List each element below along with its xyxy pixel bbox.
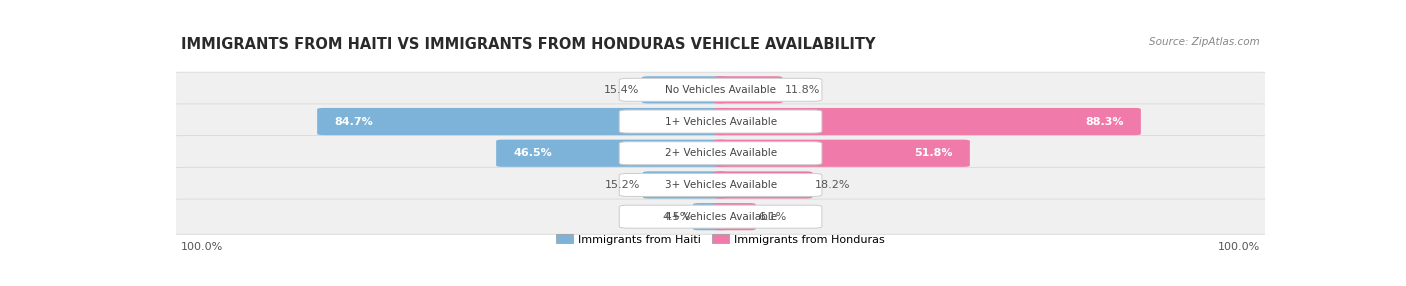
Text: 84.7%: 84.7% xyxy=(335,116,374,126)
Text: Source: ZipAtlas.com: Source: ZipAtlas.com xyxy=(1149,37,1260,47)
FancyBboxPatch shape xyxy=(693,203,727,230)
FancyBboxPatch shape xyxy=(496,140,727,167)
FancyBboxPatch shape xyxy=(169,72,1272,108)
FancyBboxPatch shape xyxy=(714,171,813,198)
FancyBboxPatch shape xyxy=(619,142,823,165)
Text: IMMIGRANTS FROM HAITI VS IMMIGRANTS FROM HONDURAS VEHICLE AVAILABILITY: IMMIGRANTS FROM HAITI VS IMMIGRANTS FROM… xyxy=(181,37,876,51)
Text: 15.4%: 15.4% xyxy=(605,85,640,95)
FancyBboxPatch shape xyxy=(714,108,1140,135)
Text: 100.0%: 100.0% xyxy=(1218,242,1260,252)
FancyBboxPatch shape xyxy=(619,205,823,228)
Text: 1+ Vehicles Available: 1+ Vehicles Available xyxy=(665,116,776,126)
Text: No Vehicles Available: No Vehicles Available xyxy=(665,85,776,95)
FancyBboxPatch shape xyxy=(169,199,1272,234)
Text: 4.5%: 4.5% xyxy=(662,212,690,222)
Text: 100.0%: 100.0% xyxy=(181,242,224,252)
FancyBboxPatch shape xyxy=(619,78,823,101)
Text: 6.1%: 6.1% xyxy=(758,212,786,222)
Text: 4+ Vehicles Available: 4+ Vehicles Available xyxy=(665,212,776,222)
Text: 15.2%: 15.2% xyxy=(605,180,641,190)
Text: 11.8%: 11.8% xyxy=(785,85,820,95)
FancyBboxPatch shape xyxy=(169,167,1272,202)
FancyBboxPatch shape xyxy=(714,76,782,104)
FancyBboxPatch shape xyxy=(619,173,823,196)
Text: 2+ Vehicles Available: 2+ Vehicles Available xyxy=(665,148,776,158)
Text: 88.3%: 88.3% xyxy=(1085,116,1123,126)
FancyBboxPatch shape xyxy=(714,140,970,167)
FancyBboxPatch shape xyxy=(643,76,727,104)
FancyBboxPatch shape xyxy=(169,104,1272,139)
FancyBboxPatch shape xyxy=(643,171,727,198)
FancyBboxPatch shape xyxy=(169,136,1272,171)
Legend: Immigrants from Haiti, Immigrants from Honduras: Immigrants from Haiti, Immigrants from H… xyxy=(551,230,890,249)
Text: 3+ Vehicles Available: 3+ Vehicles Available xyxy=(665,180,776,190)
FancyBboxPatch shape xyxy=(318,108,727,135)
FancyBboxPatch shape xyxy=(619,110,823,133)
FancyBboxPatch shape xyxy=(714,203,755,230)
Text: 51.8%: 51.8% xyxy=(914,148,952,158)
Text: 46.5%: 46.5% xyxy=(513,148,553,158)
Text: 18.2%: 18.2% xyxy=(814,180,851,190)
